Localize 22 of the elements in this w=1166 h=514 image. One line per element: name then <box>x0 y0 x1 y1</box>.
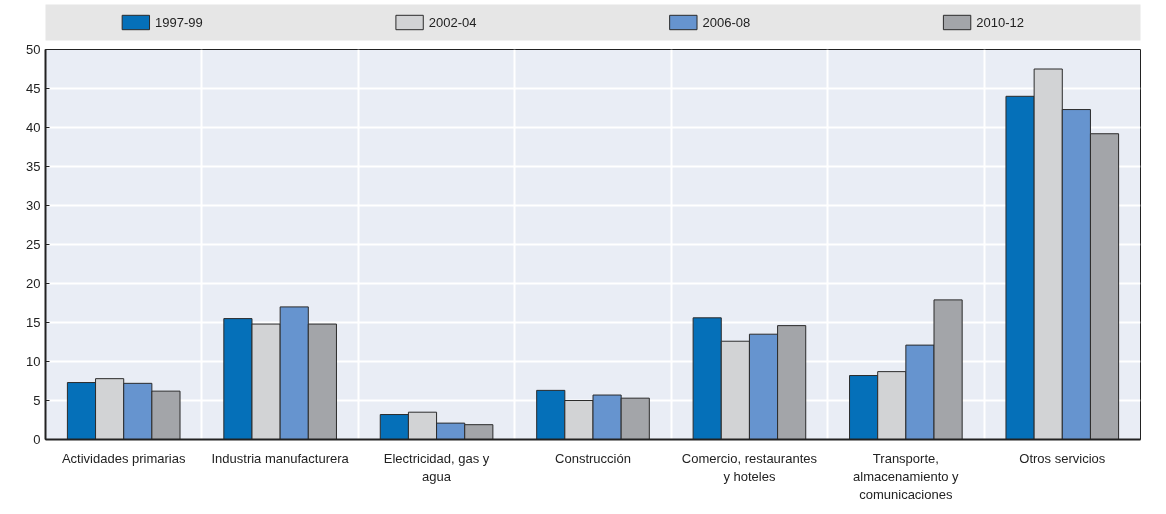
y-tick-label: 5 <box>33 393 41 408</box>
y-tick-label: 50 <box>26 42 41 57</box>
x-tick-label: Actividades primarias <box>61 450 186 466</box>
legend-label: 2006-08 <box>702 15 751 30</box>
x-tick-label: Industria manufacturera <box>211 450 350 466</box>
y-tick-label: 10 <box>26 354 41 369</box>
legend-label: 2002-04 <box>428 15 477 30</box>
y-tick-label: 15 <box>26 315 41 330</box>
x-tick-label: Electricidad, gas y agua <box>383 450 490 484</box>
y-tick-label: 45 <box>26 81 41 96</box>
legend-label: 2010-12 <box>976 15 1024 30</box>
y-tick-label: 25 <box>26 237 41 252</box>
y-tick-label: 20 <box>26 276 41 291</box>
legend-label: 1997-99 <box>155 15 203 30</box>
x-tick-label: Transporte, almacenamiento y comunicaciones <box>853 450 960 502</box>
y-tick-label: 0 <box>33 432 41 447</box>
x-tick-label: Comercio, restaurantes y hoteles <box>681 450 818 484</box>
y-tick-label: 35 <box>26 159 41 174</box>
y-tick-label: 30 <box>26 198 41 213</box>
x-tick-label: Construcción <box>555 450 631 466</box>
y-tick-label: 40 <box>26 120 41 135</box>
x-tick-label: Otros servicios <box>1019 450 1106 466</box>
